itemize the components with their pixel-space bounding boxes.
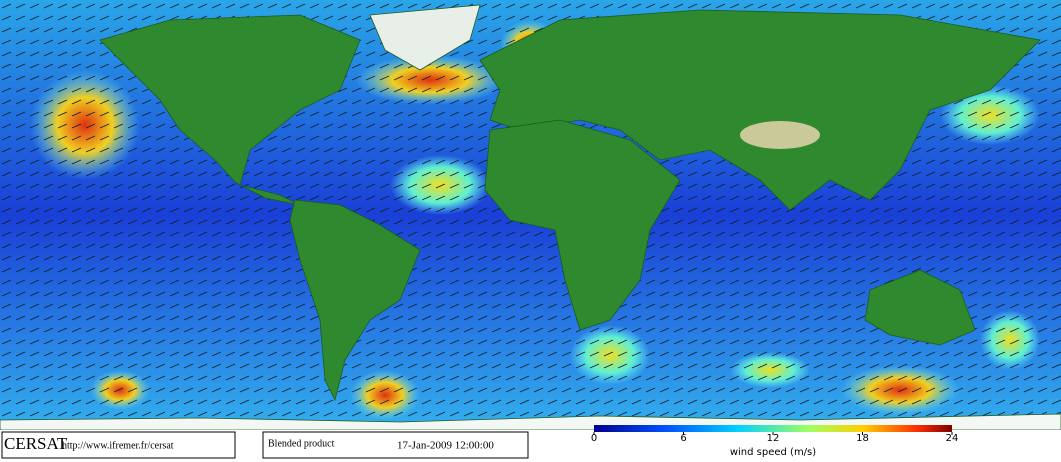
colorbar-tick-label: 24: [946, 433, 959, 444]
date: 17-Jan-2009 12:00:00: [397, 440, 494, 452]
product: Blended product: [268, 438, 335, 449]
logo: CERSAT: [4, 434, 68, 453]
url: http://www.ifremer.fr/cersat: [62, 440, 174, 451]
product-box: [262, 431, 529, 459]
logo-box: [1, 431, 236, 459]
colorbar: [594, 425, 952, 432]
colorbar-tick-label: 0: [591, 433, 597, 444]
colorbar-tick-label: 12: [767, 433, 780, 444]
colorbar-label: wind speed (m/s): [730, 447, 816, 458]
colorbar-tick-label: 6: [680, 433, 686, 444]
colorbar-tick-label: 18: [856, 433, 869, 444]
